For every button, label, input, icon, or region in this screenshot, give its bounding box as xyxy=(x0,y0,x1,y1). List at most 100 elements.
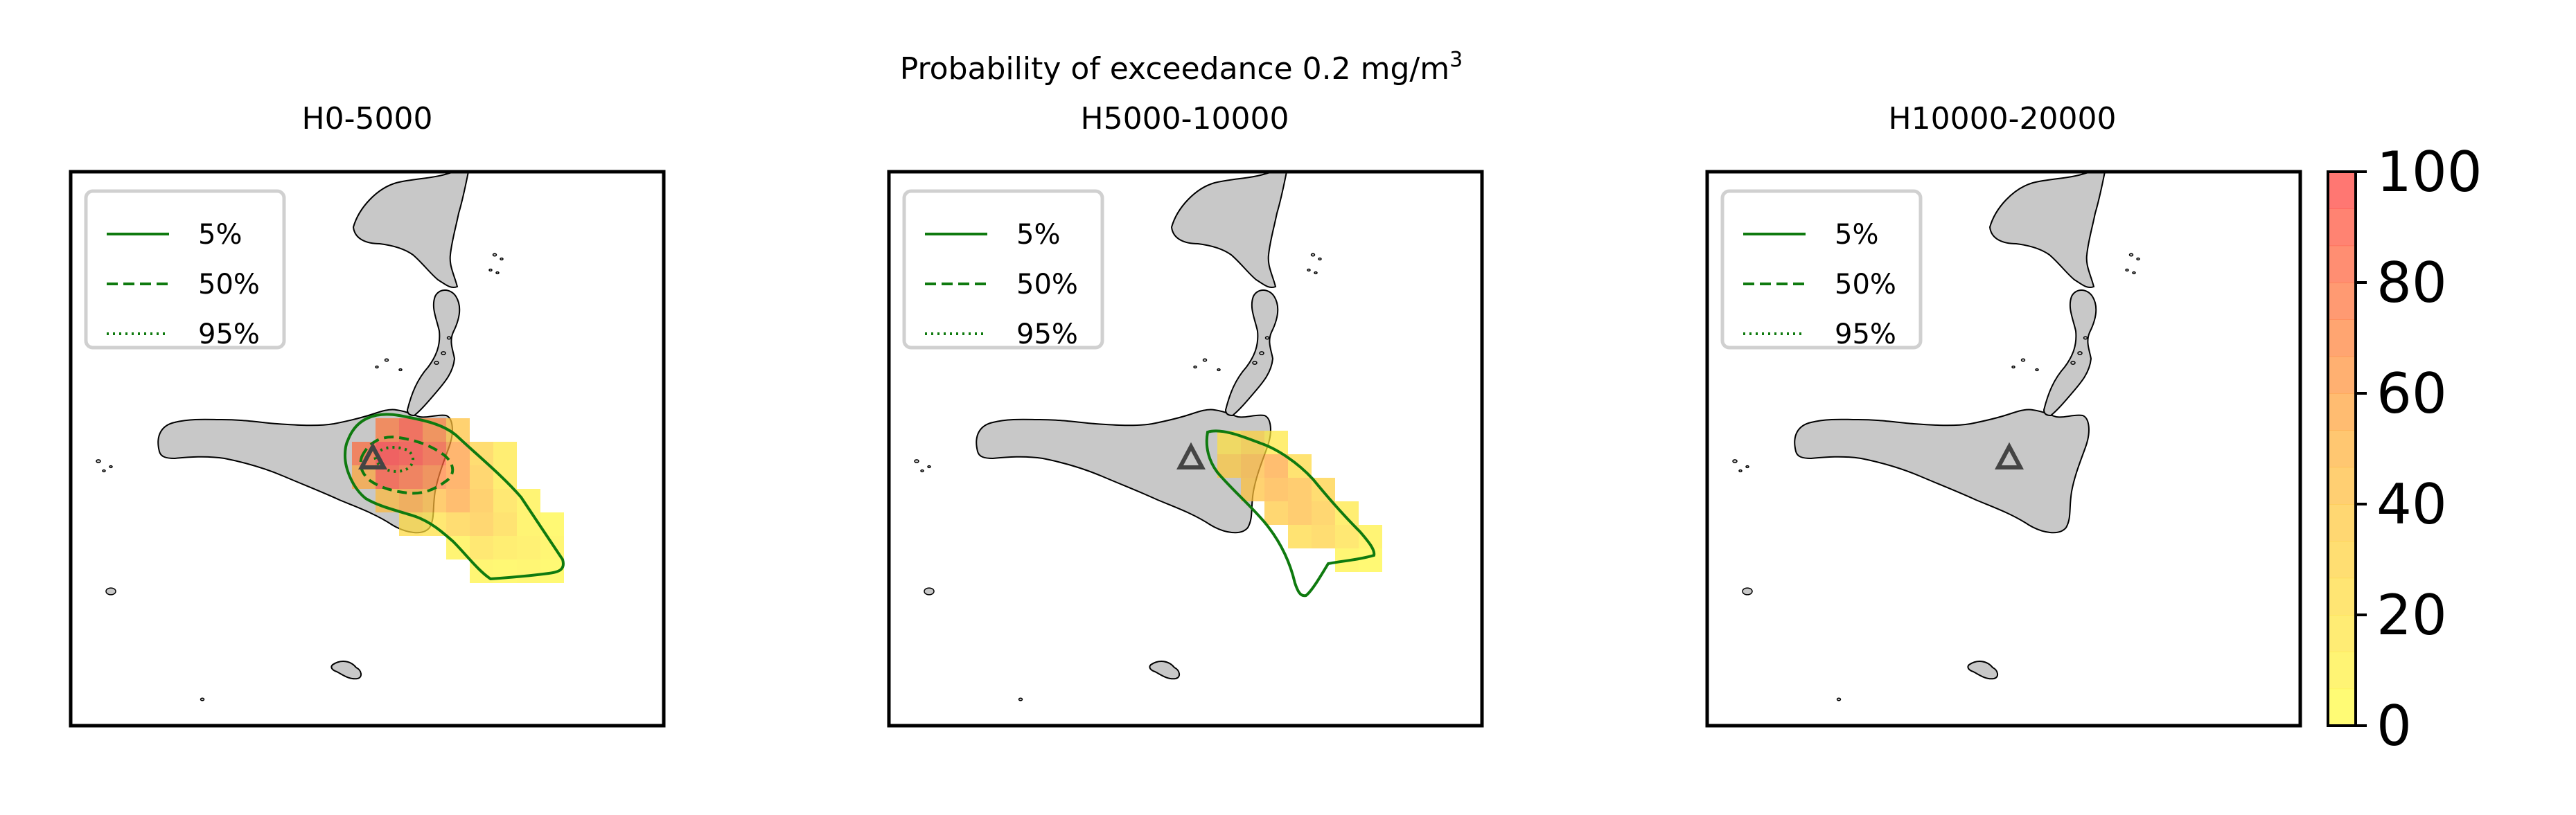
plume-cell xyxy=(1288,478,1312,501)
colorbar-ticks: 100 80 60 40 20 0 xyxy=(2356,140,2482,758)
mainland-peninsula xyxy=(1988,171,2106,288)
contour-legend: 5% 50% 95% xyxy=(1720,189,1923,350)
small-island xyxy=(1252,361,1258,365)
calabria-coast xyxy=(406,289,461,417)
small-island xyxy=(2136,257,2140,261)
legend-label: 50% xyxy=(198,269,260,301)
figure-suptitle: Probability of exceedance 0.2 mg/m3 xyxy=(900,48,1463,87)
colorbar-step xyxy=(2328,688,2356,726)
calabria-coast xyxy=(1224,289,1279,417)
map-frame xyxy=(1705,170,2302,728)
colorbar-tick-label: 60 xyxy=(2376,361,2447,426)
malta-island xyxy=(1149,661,1180,680)
small-island xyxy=(1732,459,1738,463)
plume-cell xyxy=(470,512,493,536)
legend-box xyxy=(84,189,286,350)
map-frame xyxy=(69,170,666,728)
plume-cell xyxy=(423,465,446,489)
small-island xyxy=(102,469,106,473)
plume-cell xyxy=(399,465,423,489)
small-island xyxy=(2083,336,2088,340)
small-island xyxy=(2020,358,2026,362)
small-island xyxy=(1264,336,1270,340)
legend-label: 50% xyxy=(1835,269,1896,301)
colorbar-step xyxy=(2328,504,2356,541)
suptitle-superscript: 3 xyxy=(1449,48,1463,72)
small-island xyxy=(495,271,500,275)
colorbar-step xyxy=(2328,541,2356,579)
colorbar-step xyxy=(2328,430,2356,468)
plume-cell xyxy=(1264,454,1288,478)
plume-cell xyxy=(493,465,517,489)
legend-label: 95% xyxy=(1835,319,1896,350)
colorbar-step xyxy=(2328,208,2356,247)
small-island xyxy=(924,587,935,595)
colorbar-step xyxy=(2328,245,2356,283)
plume-cell xyxy=(493,442,517,465)
colorbar: 100 80 60 40 20 0 xyxy=(2327,140,2482,758)
legend-label: 5% xyxy=(198,219,242,251)
colorbar-tick-label: 0 xyxy=(2376,694,2412,758)
small-island xyxy=(1217,368,1221,372)
colorbar-step xyxy=(2328,356,2356,394)
legend-box xyxy=(1720,189,1923,350)
panel-title-3: H10000-20000 xyxy=(1889,101,2117,136)
plume-cell xyxy=(493,512,517,536)
contour-5-percent xyxy=(343,413,565,581)
plume-cell xyxy=(1312,525,1335,548)
colorbar-step xyxy=(2328,467,2356,505)
plume-cell xyxy=(1264,478,1288,501)
plume-cell xyxy=(446,465,470,489)
small-island xyxy=(1738,469,1743,473)
small-island xyxy=(488,268,493,272)
small-island xyxy=(2035,368,2039,372)
legend-label: 5% xyxy=(1016,219,1060,251)
contour-95-percent xyxy=(373,446,414,473)
small-island xyxy=(109,465,113,469)
plume-cell xyxy=(517,536,540,559)
plume-cell xyxy=(1335,501,1359,525)
colorbar-step xyxy=(2328,172,2356,209)
small-island xyxy=(920,469,924,473)
volcano-marker-icon xyxy=(1176,442,1206,469)
small-island xyxy=(2011,365,2015,369)
colorbar-step xyxy=(2328,652,2356,690)
small-island xyxy=(914,459,919,463)
small-island xyxy=(1259,351,1264,355)
small-island xyxy=(96,459,101,463)
legend-label: 5% xyxy=(1835,219,1878,251)
contour-5-percent xyxy=(1205,429,1376,598)
small-island xyxy=(1836,697,1842,701)
colorbar-steps xyxy=(2328,172,2356,726)
colorbar-tick-label: 20 xyxy=(2376,583,2447,647)
plume-cell xyxy=(517,512,540,536)
plume-cell xyxy=(446,512,470,536)
plume-cell xyxy=(470,489,493,512)
plume-cell xyxy=(1312,501,1335,525)
mainland-peninsula xyxy=(352,171,470,288)
small-island xyxy=(500,257,504,261)
plume-cell xyxy=(517,559,540,583)
small-island xyxy=(200,697,205,701)
plume-cell xyxy=(1288,501,1312,525)
legend-box xyxy=(902,189,1104,350)
plume-cell xyxy=(470,465,493,489)
small-island xyxy=(384,358,389,362)
contour-legend: 5% 50% 95% xyxy=(902,189,1104,350)
colorbar-step xyxy=(2328,319,2356,357)
plume-cell xyxy=(1241,454,1264,478)
contour-legend: 5% 50% 95% xyxy=(84,189,286,350)
legend-label: 95% xyxy=(198,319,260,350)
small-island xyxy=(1193,365,1197,369)
small-island xyxy=(441,351,446,355)
map-panel-3: 5% 50% 95% xyxy=(1705,170,2302,728)
small-island xyxy=(1745,465,1749,469)
small-island xyxy=(1318,257,1322,261)
plume-cell xyxy=(1217,454,1241,478)
volcano-marker-icon xyxy=(358,442,387,469)
plume-cell xyxy=(493,489,517,512)
small-island xyxy=(1314,271,1318,275)
small-island xyxy=(434,361,439,365)
small-island xyxy=(492,253,497,257)
